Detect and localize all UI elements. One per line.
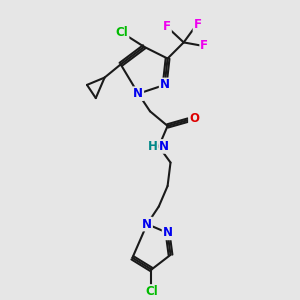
Text: F: F xyxy=(194,18,202,31)
Text: N: N xyxy=(133,87,143,100)
Text: H: H xyxy=(147,140,157,153)
Text: N: N xyxy=(160,78,170,92)
Text: Cl: Cl xyxy=(116,26,128,39)
Text: F: F xyxy=(200,39,208,52)
Text: O: O xyxy=(189,112,199,125)
Text: F: F xyxy=(163,20,171,33)
Text: N: N xyxy=(142,218,152,231)
Text: Cl: Cl xyxy=(145,285,158,298)
Text: N: N xyxy=(159,140,169,153)
Text: N: N xyxy=(163,226,172,239)
